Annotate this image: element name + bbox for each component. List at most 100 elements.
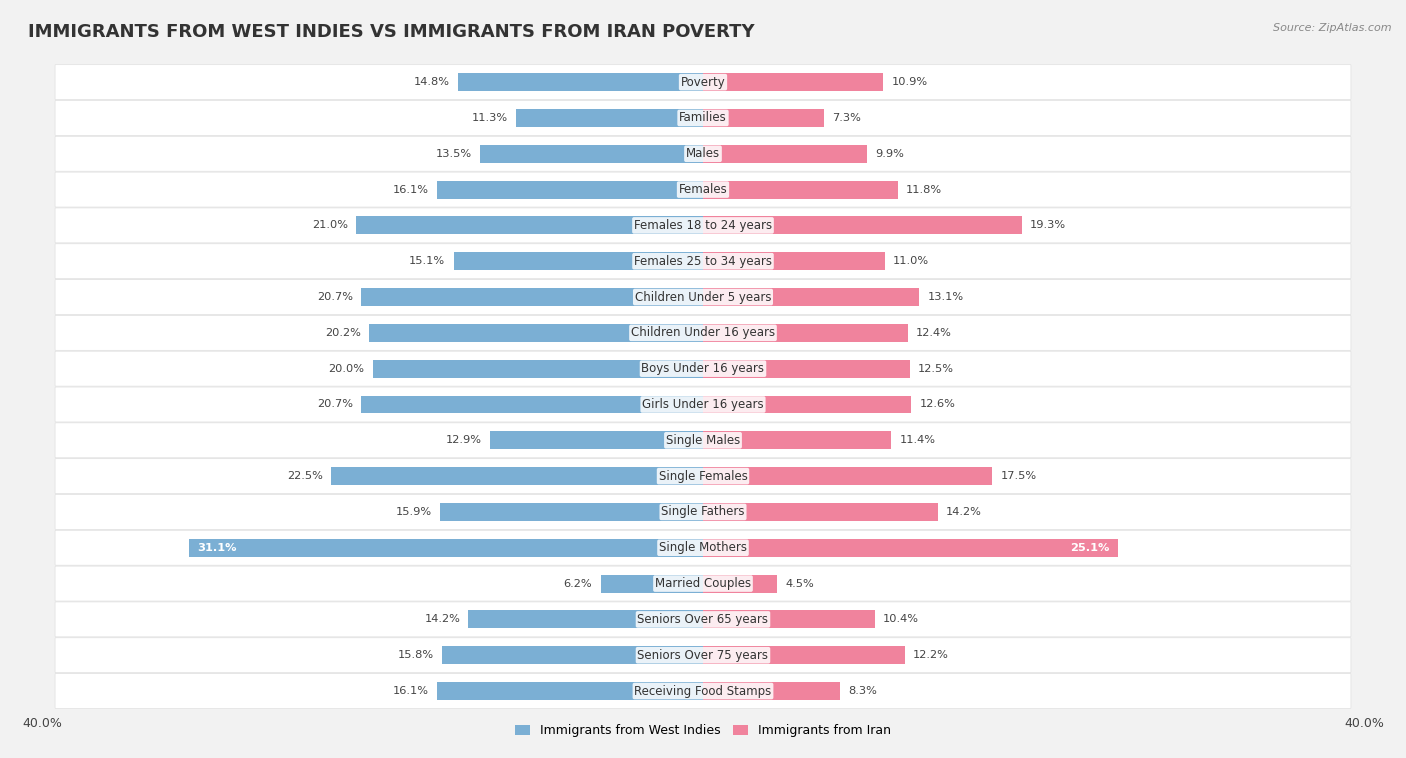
Text: IMMIGRANTS FROM WEST INDIES VS IMMIGRANTS FROM IRAN POVERTY: IMMIGRANTS FROM WEST INDIES VS IMMIGRANT… xyxy=(28,23,755,41)
Bar xyxy=(703,396,911,413)
Bar xyxy=(703,145,866,163)
Bar xyxy=(373,360,703,377)
Text: Girls Under 16 years: Girls Under 16 years xyxy=(643,398,763,411)
Text: Single Mothers: Single Mothers xyxy=(659,541,747,554)
FancyBboxPatch shape xyxy=(55,208,1351,243)
FancyBboxPatch shape xyxy=(55,172,1351,207)
Text: 14.2%: 14.2% xyxy=(425,615,460,625)
FancyBboxPatch shape xyxy=(55,244,1351,279)
Text: 12.5%: 12.5% xyxy=(918,364,953,374)
Text: Families: Families xyxy=(679,111,727,124)
Text: Source: ZipAtlas.com: Source: ZipAtlas.com xyxy=(1274,23,1392,33)
Text: Children Under 5 years: Children Under 5 years xyxy=(634,290,772,303)
Bar xyxy=(703,252,884,270)
Text: 10.4%: 10.4% xyxy=(883,615,920,625)
Text: Boys Under 16 years: Boys Under 16 years xyxy=(641,362,765,375)
Text: 4.5%: 4.5% xyxy=(786,578,814,588)
Bar xyxy=(703,467,993,485)
FancyBboxPatch shape xyxy=(55,280,1351,315)
Bar xyxy=(370,324,703,342)
Bar xyxy=(516,109,703,127)
FancyBboxPatch shape xyxy=(55,136,1351,171)
Text: Single Males: Single Males xyxy=(666,434,740,446)
Text: 20.0%: 20.0% xyxy=(329,364,364,374)
FancyBboxPatch shape xyxy=(55,351,1351,386)
Bar xyxy=(703,360,910,377)
Text: 12.9%: 12.9% xyxy=(446,435,482,445)
Text: 25.1%: 25.1% xyxy=(1070,543,1109,553)
Text: 13.1%: 13.1% xyxy=(928,292,963,302)
FancyBboxPatch shape xyxy=(55,674,1351,709)
Bar xyxy=(703,180,898,199)
Bar xyxy=(703,682,841,700)
Text: Females 25 to 34 years: Females 25 to 34 years xyxy=(634,255,772,268)
Bar xyxy=(703,575,778,593)
Text: 14.2%: 14.2% xyxy=(946,507,981,517)
Bar xyxy=(468,610,703,628)
Bar xyxy=(440,503,703,521)
Text: Poverty: Poverty xyxy=(681,76,725,89)
Text: 11.3%: 11.3% xyxy=(472,113,508,123)
Bar xyxy=(703,324,908,342)
Bar xyxy=(703,610,875,628)
Text: 17.5%: 17.5% xyxy=(1001,471,1036,481)
Text: 8.3%: 8.3% xyxy=(848,686,877,696)
Bar xyxy=(361,396,703,413)
Legend: Immigrants from West Indies, Immigrants from Iran: Immigrants from West Indies, Immigrants … xyxy=(510,719,896,742)
Text: 19.3%: 19.3% xyxy=(1031,221,1066,230)
Text: 31.1%: 31.1% xyxy=(197,543,238,553)
Text: Receiving Food Stamps: Receiving Food Stamps xyxy=(634,684,772,697)
Bar xyxy=(332,467,703,485)
Bar xyxy=(441,647,703,664)
Bar xyxy=(703,539,1118,556)
FancyBboxPatch shape xyxy=(55,459,1351,493)
Text: 12.2%: 12.2% xyxy=(912,650,949,660)
Text: 16.1%: 16.1% xyxy=(392,686,429,696)
Bar xyxy=(190,539,703,556)
Bar xyxy=(479,145,703,163)
Bar xyxy=(437,180,703,199)
Bar xyxy=(600,575,703,593)
Text: 12.4%: 12.4% xyxy=(917,328,952,338)
FancyBboxPatch shape xyxy=(55,423,1351,458)
FancyBboxPatch shape xyxy=(55,531,1351,565)
FancyBboxPatch shape xyxy=(55,101,1351,136)
Bar xyxy=(703,217,1022,234)
Text: Seniors Over 75 years: Seniors Over 75 years xyxy=(637,649,769,662)
Bar xyxy=(703,431,891,449)
Text: Married Couples: Married Couples xyxy=(655,577,751,590)
Text: 15.9%: 15.9% xyxy=(396,507,432,517)
Text: 11.8%: 11.8% xyxy=(907,185,942,195)
Bar xyxy=(703,74,883,91)
Bar xyxy=(356,217,703,234)
Text: Seniors Over 65 years: Seniors Over 65 years xyxy=(637,613,769,626)
Text: Single Fathers: Single Fathers xyxy=(661,506,745,518)
Text: 15.1%: 15.1% xyxy=(409,256,446,266)
Text: 22.5%: 22.5% xyxy=(287,471,323,481)
Bar xyxy=(703,503,938,521)
FancyBboxPatch shape xyxy=(55,64,1351,99)
Text: 11.0%: 11.0% xyxy=(893,256,929,266)
Text: 21.0%: 21.0% xyxy=(312,221,347,230)
FancyBboxPatch shape xyxy=(55,494,1351,529)
Text: 20.7%: 20.7% xyxy=(316,399,353,409)
Text: Females: Females xyxy=(679,183,727,196)
FancyBboxPatch shape xyxy=(55,315,1351,350)
Text: 14.8%: 14.8% xyxy=(415,77,450,87)
Text: 13.5%: 13.5% xyxy=(436,149,471,158)
Bar xyxy=(361,288,703,306)
Text: Single Females: Single Females xyxy=(658,470,748,483)
Text: 20.2%: 20.2% xyxy=(325,328,361,338)
Text: 16.1%: 16.1% xyxy=(392,185,429,195)
Bar xyxy=(458,74,703,91)
Bar xyxy=(489,431,703,449)
FancyBboxPatch shape xyxy=(55,602,1351,637)
FancyBboxPatch shape xyxy=(55,566,1351,601)
Text: 15.8%: 15.8% xyxy=(398,650,433,660)
Bar xyxy=(437,682,703,700)
Text: 11.4%: 11.4% xyxy=(900,435,935,445)
FancyBboxPatch shape xyxy=(55,637,1351,672)
Bar xyxy=(703,647,904,664)
Text: 6.2%: 6.2% xyxy=(564,578,592,588)
Text: Females 18 to 24 years: Females 18 to 24 years xyxy=(634,219,772,232)
